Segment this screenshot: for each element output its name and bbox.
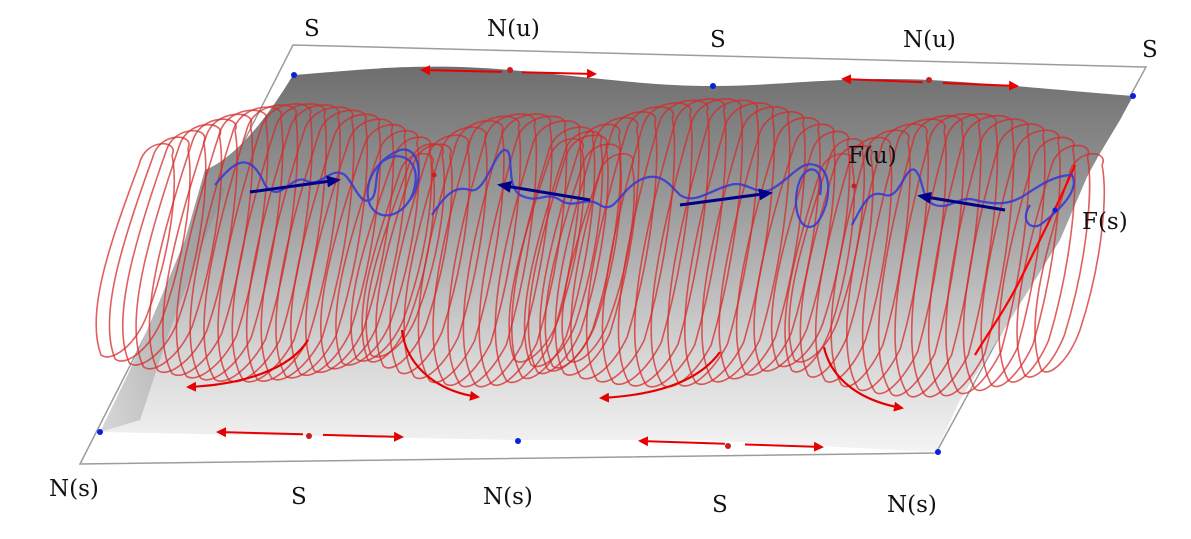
marker-points (97, 67, 1136, 455)
red-trajectory-loop (403, 126, 488, 380)
red-trajectory-loop (523, 130, 604, 368)
point-bottom-ns-1 (97, 429, 103, 435)
blue-arrows (249, 175, 1006, 212)
red-trajectory-loop (601, 102, 693, 385)
red-trajectory-loop (335, 130, 420, 366)
label-top-nu-2: N(u) (903, 27, 956, 53)
red-trajectory-loop (510, 126, 596, 380)
red-curved-arrows (186, 329, 904, 412)
red-trajectory-loop (980, 129, 1061, 388)
red-trajectory-loop (910, 113, 999, 398)
red-trajectory-loop (462, 113, 553, 388)
point-top-nu-1 (507, 67, 513, 73)
red-trajectory-loop (245, 104, 341, 382)
red-trajectory-loop (319, 124, 408, 370)
red-trajectory-loop (1016, 144, 1091, 378)
red-flow-arrows (216, 65, 1019, 452)
red-edge-trajectory (974, 164, 1077, 356)
red-trajectory-loop (350, 136, 433, 362)
red-trajectory-loop (799, 144, 874, 378)
label-top-s-1: S (304, 16, 320, 42)
point-bottom-s-2 (725, 443, 731, 449)
red-trajectory-loop (927, 115, 1015, 397)
red-trajectory-loop (121, 130, 207, 366)
red-trajectory-loop (135, 124, 223, 370)
label-bottom-ns-3: N(s) (887, 492, 937, 518)
red-trajectory-loop (508, 137, 585, 363)
blue-curve-2 (431, 148, 830, 229)
point-fu (431, 172, 437, 178)
red-trajectory-loop (683, 102, 776, 385)
point-top-s-2 (710, 83, 716, 89)
red-trajectory-loop (108, 136, 191, 362)
red-trajectory-loop (814, 136, 893, 383)
label-top-s-3: S (1142, 37, 1158, 63)
point-bottom-ns-3 (935, 449, 941, 455)
red-trajectory-loop (375, 143, 453, 369)
red-trajectory-loop (570, 111, 658, 380)
red-trajectory-loop (1034, 152, 1105, 373)
red-trajectory-loop (753, 123, 836, 372)
red-trajectory-loop (275, 109, 368, 379)
point-top-nu-2 (926, 77, 932, 83)
point-top-s-3 (1130, 93, 1136, 99)
red-trajectory-loop (148, 118, 238, 373)
label-bottom-ns-1: N(s) (49, 476, 99, 502)
red-trajectory-loop (162, 113, 254, 376)
red-trajectory-loop (998, 136, 1076, 383)
point-fs (1052, 207, 1058, 213)
red-trajectory-loop (735, 117, 821, 376)
red-trajectory-loop (95, 142, 175, 358)
red-trajectory-loop (527, 134, 609, 375)
label-bottom-s-1: S (291, 484, 307, 510)
label-bottom-s-2: S (712, 492, 728, 518)
point-fu-2 (851, 183, 857, 189)
blue-arrow-4 (917, 191, 1006, 212)
label-fs: F(s) (1082, 209, 1128, 235)
label-bottom-ns-2: N(s) (483, 484, 533, 510)
red-trajectory-loop (617, 99, 710, 387)
red-trajectory-loop (260, 106, 355, 381)
red-trajectory-loop (718, 111, 806, 380)
red-trajectory-loop (217, 103, 313, 383)
red-trajectory-loop (701, 106, 791, 383)
point-bottom-ns-2 (515, 438, 521, 444)
red-trajectory-loop (962, 123, 1046, 392)
label-top-s-2: S (710, 27, 726, 53)
blue-arrow-3 (679, 188, 773, 207)
red-trajectory-loop (894, 113, 982, 398)
red-trajectory-loop (554, 117, 640, 376)
red-trajectory-loop (203, 104, 299, 382)
red-trajectory-loop (417, 120, 505, 384)
label-fu: F(u) (848, 143, 897, 169)
red-trajectory-loop (633, 98, 727, 388)
red-trajectory-loop (830, 129, 911, 388)
red-trajectory-loop (389, 134, 471, 375)
red-trajectory-loop (945, 118, 1031, 395)
blue-arrow-1 (249, 175, 341, 194)
red-trajectory-loop (494, 120, 582, 384)
point-bottom-s-1 (306, 433, 312, 439)
blue-curve-1 (214, 148, 420, 217)
red-trajectory-loop (585, 106, 676, 383)
point-top-s-1 (291, 72, 297, 78)
red-trajectory-loop (290, 113, 382, 376)
label-top-nu-1: N(u) (487, 16, 540, 42)
red-trajectory-loop (447, 113, 538, 388)
red-trajectory-loop (544, 143, 622, 369)
red-trajectory-loop (432, 115, 522, 386)
blue-arrow-2 (497, 180, 591, 202)
red-trajectory-loop (478, 115, 568, 386)
